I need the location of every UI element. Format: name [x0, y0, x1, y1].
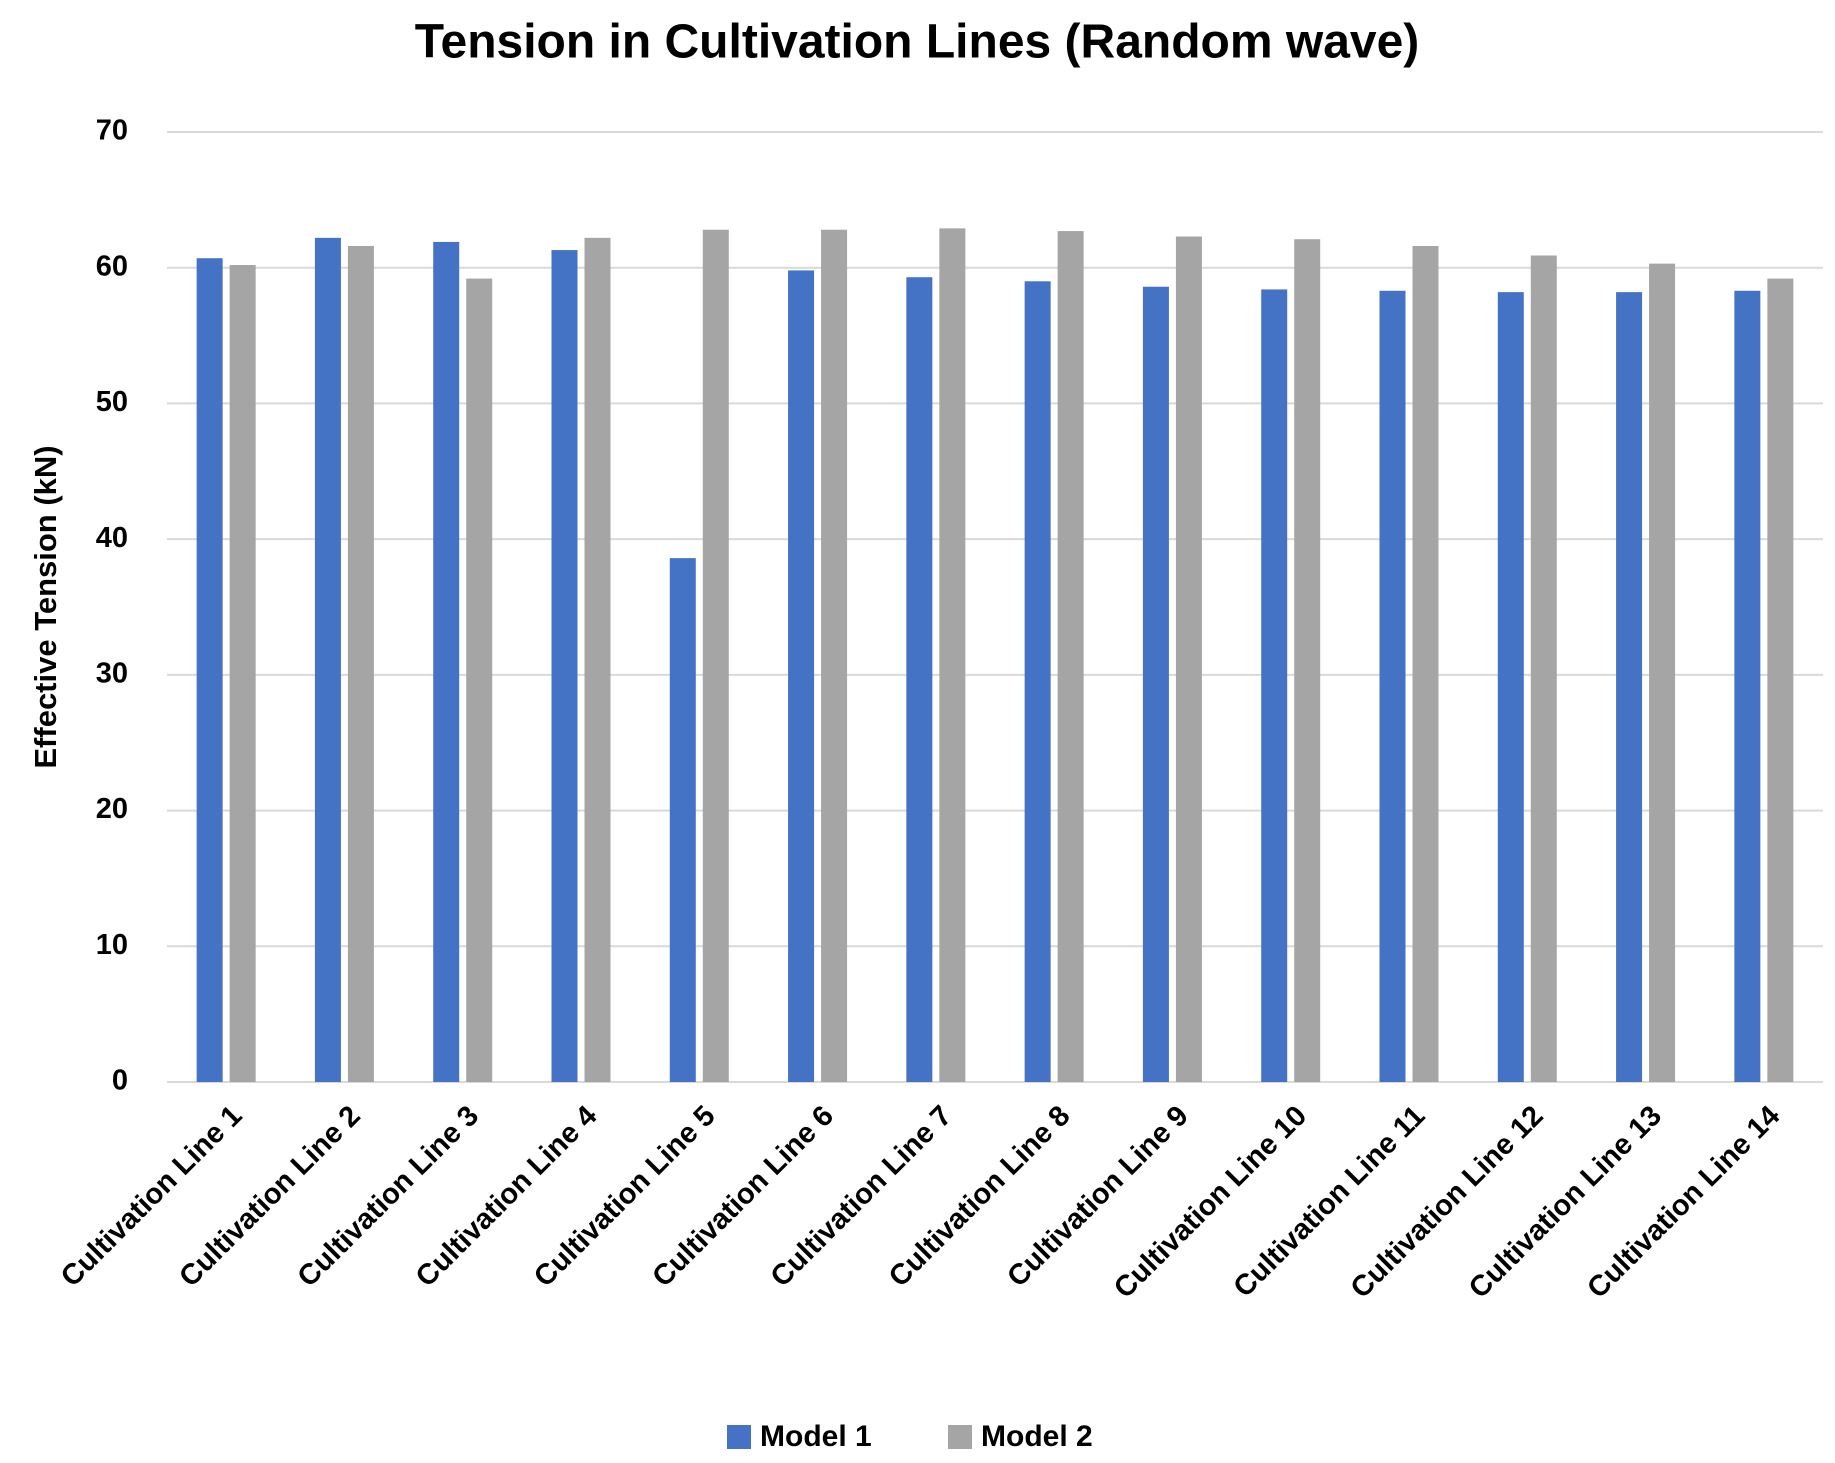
bar	[551, 250, 578, 1083]
bar	[939, 228, 966, 1082]
bar	[1616, 292, 1643, 1083]
y-tick-label: 30	[96, 658, 128, 690]
bar	[1142, 286, 1169, 1082]
bar	[1057, 231, 1084, 1083]
y-tick-label: 0	[112, 1065, 128, 1097]
bar	[1734, 290, 1761, 1082]
legend-label: Model 2	[981, 1420, 1093, 1453]
bar	[702, 229, 729, 1082]
y-tick-label: 20	[96, 793, 128, 825]
bar	[229, 265, 256, 1082]
bar	[1024, 281, 1051, 1082]
bar	[1412, 246, 1439, 1082]
bar	[1530, 255, 1557, 1082]
legend-swatch	[727, 1425, 751, 1449]
bar	[1767, 278, 1794, 1083]
bar	[669, 558, 696, 1082]
bar	[906, 277, 933, 1082]
bar	[788, 270, 815, 1082]
y-tick-label: 60	[96, 250, 128, 282]
bar	[196, 258, 223, 1082]
bar	[433, 241, 460, 1082]
bar	[466, 278, 493, 1083]
y-tick-label: 70	[96, 115, 128, 147]
bar	[314, 237, 341, 1082]
bar	[1175, 236, 1202, 1082]
bar	[1294, 239, 1321, 1082]
legend-swatch	[948, 1425, 972, 1449]
bar	[821, 229, 848, 1082]
legend-label: Model 1	[760, 1420, 872, 1453]
bar	[1261, 289, 1288, 1082]
bar	[1649, 263, 1676, 1083]
y-axis-title: Effective Tension (kN)	[28, 445, 63, 768]
chart-title: Tension in Cultivation Lines (Random wav…	[415, 16, 1420, 69]
bar	[584, 237, 611, 1082]
bar	[1379, 290, 1406, 1082]
y-tick-label: 10	[96, 929, 128, 961]
y-tick-label: 50	[96, 386, 128, 418]
bar	[1497, 292, 1524, 1083]
bar	[347, 246, 374, 1082]
y-tick-label: 40	[96, 522, 128, 554]
